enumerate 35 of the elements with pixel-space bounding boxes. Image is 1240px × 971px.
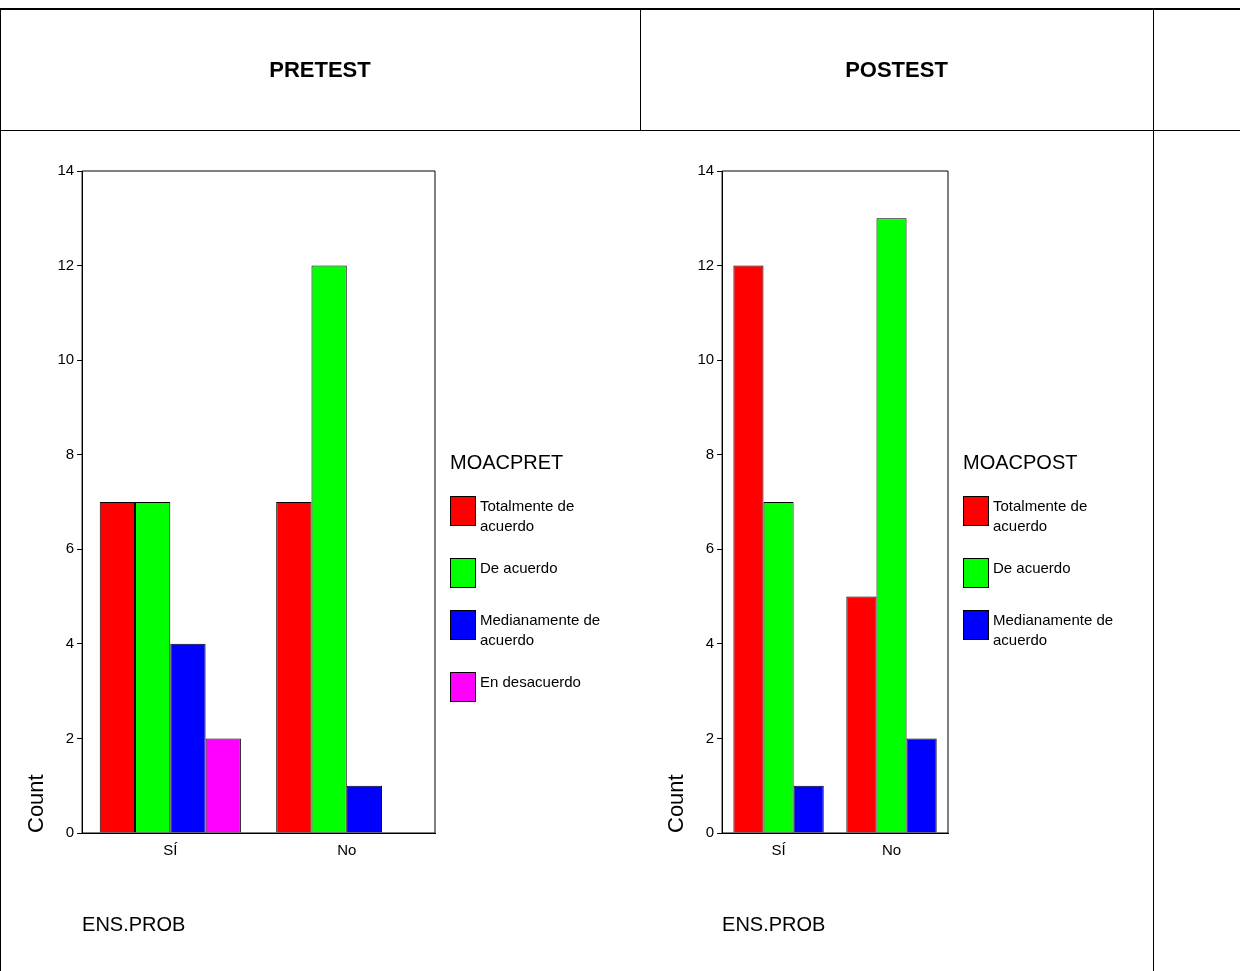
y-tick-label: 6 [65,539,75,557]
legend-title: MOACPRET [450,451,565,474]
y-tick-label: 10 [57,350,75,368]
x-tick-label: SÍ [163,841,179,859]
y-tick-label: 14 [57,161,75,179]
legend-label: En desacuerdo [480,672,581,692]
legend-label: Totalmente de acuerdo [480,496,576,536]
x-tick-label: No [337,841,357,859]
y-axis-title: Count [23,774,49,833]
chart-title: POSTEST [640,10,1153,131]
y-tick-label: 0 [705,823,715,841]
legend-label: Medianamente de acuerdo [993,610,1115,650]
legend-label: De acuerdo [993,558,1071,578]
y-tick-label: 8 [65,444,75,462]
x-axis-title: ENS.PROB [82,912,186,935]
x-tick-label: No [881,841,902,859]
y-axis-title: Count [663,774,689,833]
y-tick-label: 12 [697,255,715,273]
legend-label: Totalmente de acuerdo [993,496,1089,536]
y-tick-label: 2 [705,728,715,746]
chart-title: PRETEST [0,10,640,131]
legend-label: De acuerdo [480,558,558,578]
y-tick-label: 4 [65,634,75,651]
x-axis-title: ENS.PROB [722,912,826,935]
y-tick-label: 6 [705,539,715,557]
legend-label: Medianamente de acuerdo [480,610,602,650]
y-tick-label: 2 [65,728,75,746]
y-tick-label: 12 [57,255,75,273]
x-tick-label: SÍ [771,841,787,859]
y-tick-label: 10 [697,350,715,368]
legend-title: MOACPOST [963,451,1079,474]
y-tick-label: 4 [705,634,715,651]
y-tick-label: 8 [705,444,715,462]
y-tick-label: 0 [65,823,75,841]
y-tick-label: 14 [697,161,715,179]
